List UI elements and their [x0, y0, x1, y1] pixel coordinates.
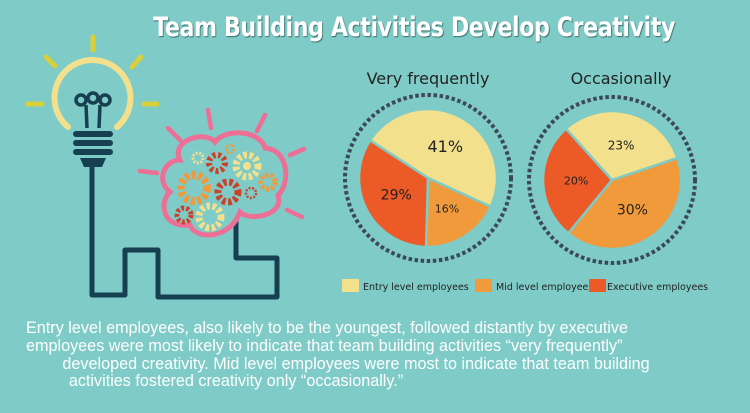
- brain-gears-icon: [137, 107, 307, 238]
- legend-swatch-executive: [589, 279, 606, 292]
- caption-line: activities fostered creativity only “occ…: [68, 372, 404, 391]
- pie-label-mid: 30%: [617, 202, 648, 218]
- pie-slice-mid: [566, 156, 683, 251]
- pie-slice-mid: [424, 176, 493, 249]
- pie-occasionally: 23% 30% 20%: [527, 95, 697, 265]
- caption-line: Entry level employees, also likely to be…: [26, 319, 628, 337]
- pie-label-executive: 29%: [381, 188, 412, 204]
- dotted-ring: [527, 95, 697, 265]
- pie-label-entry: 23%: [608, 138, 635, 152]
- dotted-ring: [343, 93, 513, 263]
- legend: Entry level employees Mid level employee…: [342, 279, 708, 293]
- pie-slice-executive: [541, 126, 614, 236]
- pie-slice-executive: [357, 138, 430, 249]
- pie-label-entry: 41%: [428, 137, 464, 156]
- pie-label-mid: 16%: [435, 202, 459, 215]
- pie-slice-entry: [564, 109, 679, 182]
- caption: Entry level employees, also likely to be…: [26, 319, 726, 391]
- pie-title-very-frequently: Very frequently: [367, 69, 490, 88]
- page-title: Team Building Activities Develop Creativ…: [153, 12, 676, 43]
- legend-label-executive: Executive employees: [607, 282, 708, 293]
- pie-very-frequently: 41% 16% 29%: [343, 93, 513, 263]
- legend-label-mid: Mid level employees: [496, 282, 593, 293]
- caption-line: developed creativity. Mid level employee…: [62, 354, 650, 373]
- legend-swatch-entry: [342, 279, 359, 292]
- legend-swatch-mid: [475, 279, 492, 292]
- legend-label-entry: Entry level employees: [363, 282, 469, 293]
- pie-title-occasionally: Occasionally: [571, 69, 672, 88]
- pie-label-executive: 20%: [564, 175, 588, 188]
- wire: [89, 165, 280, 300]
- pie-slice-entry: [368, 107, 499, 209]
- lightbulb-icon: [25, 34, 160, 167]
- caption-line: employees were most likely to indicate t…: [26, 336, 623, 355]
